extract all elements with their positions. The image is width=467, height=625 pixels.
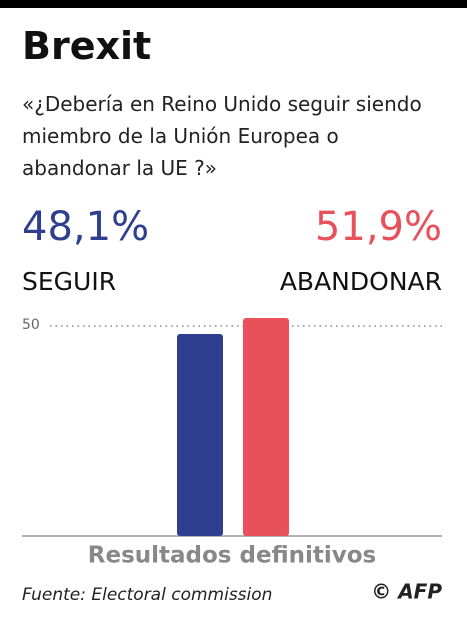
source: Fuente: Electoral commission <box>22 585 272 605</box>
category-label: ABANDONAR <box>280 267 442 296</box>
chart-subtitle: «¿Debería en Reino Unido seguir siendo m… <box>22 92 422 180</box>
top-bar <box>0 0 467 8</box>
value-label: 51,9% <box>315 204 442 250</box>
y-tick-label: 50 <box>22 317 40 333</box>
bar <box>243 318 289 536</box>
bar <box>177 333 223 536</box>
value-label: 48,1% <box>22 204 149 250</box>
category-label: SEGUIR <box>22 267 116 296</box>
credit: © AFP <box>371 580 442 604</box>
note: Resultados definitivos <box>88 543 376 569</box>
chart-title: Brexit <box>22 24 152 68</box>
